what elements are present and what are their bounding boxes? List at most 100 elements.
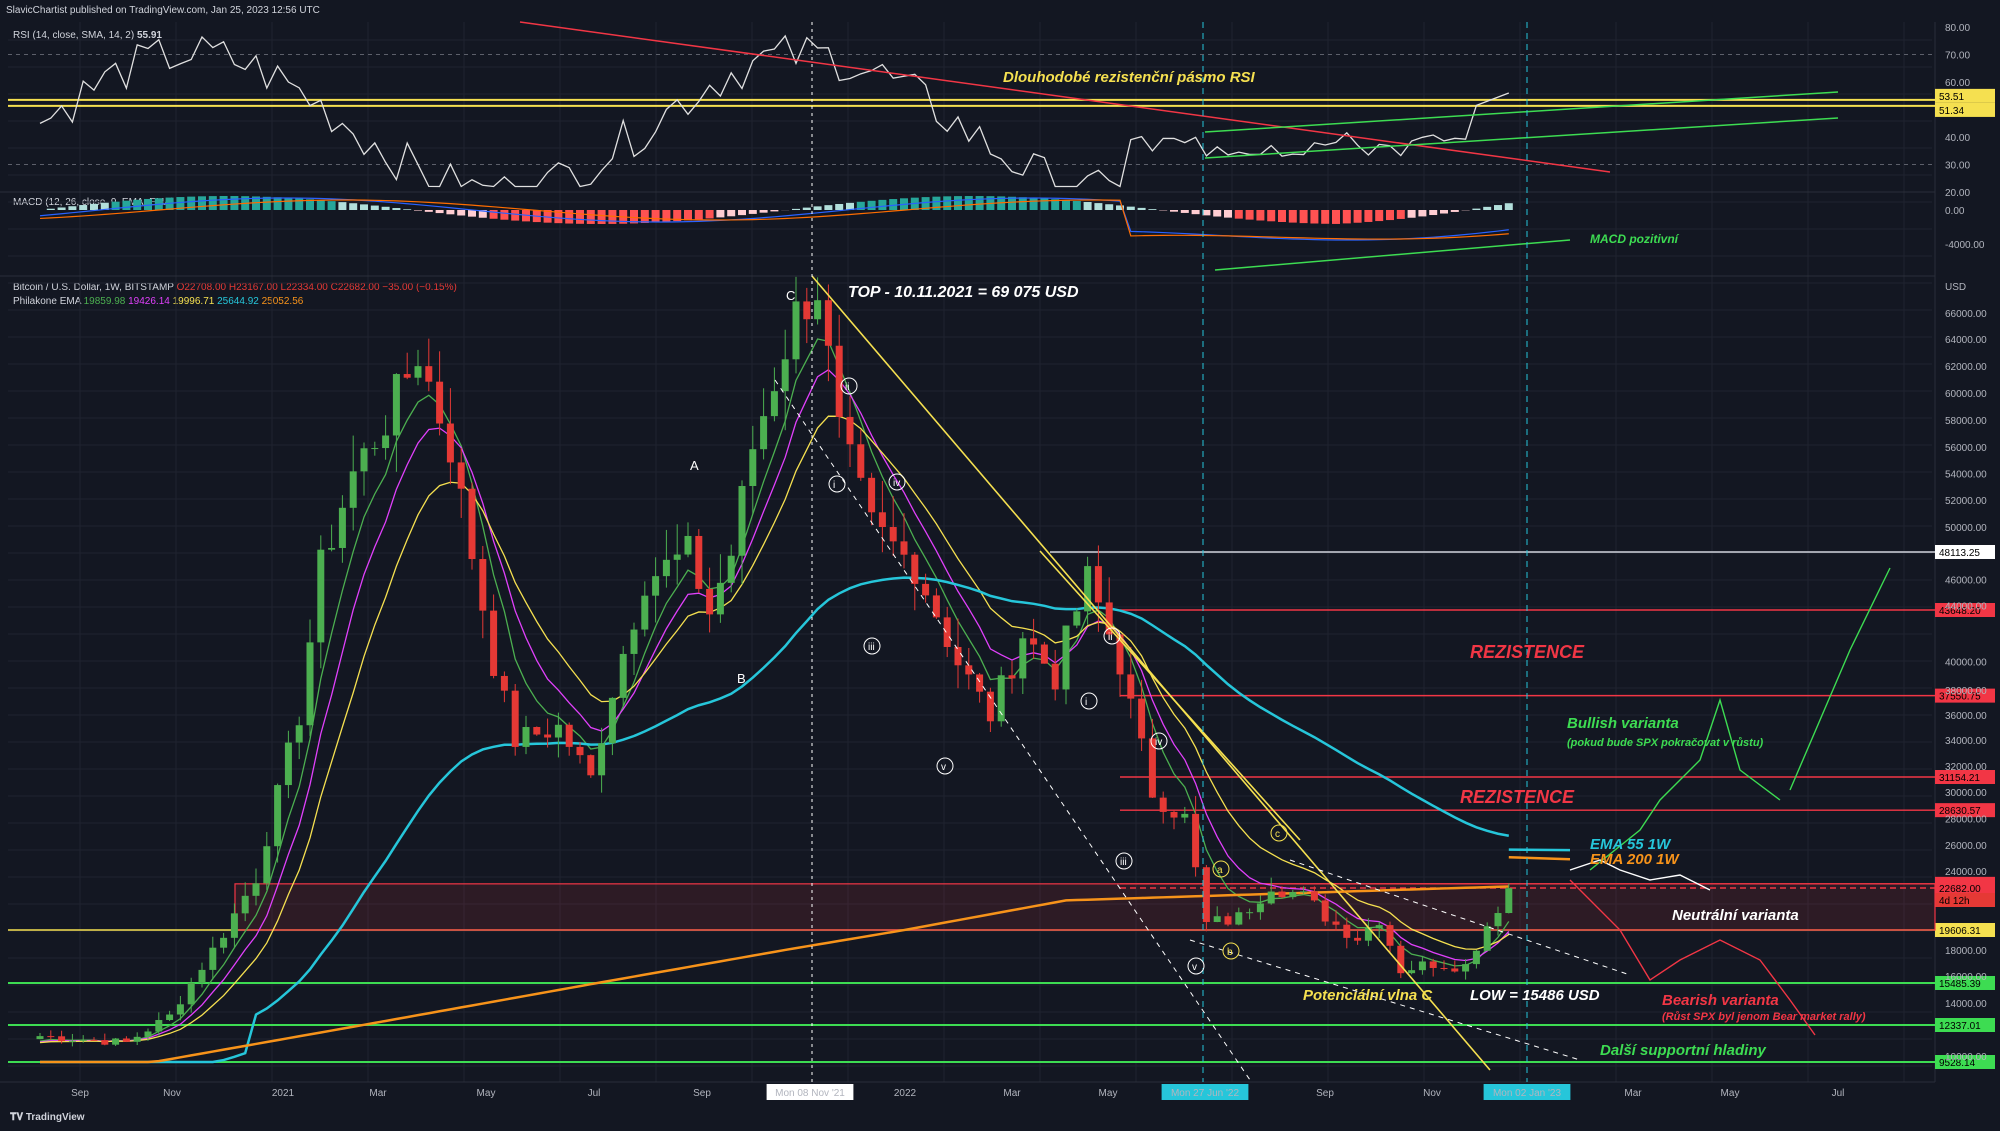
candle-body xyxy=(1030,638,1038,645)
candle-body xyxy=(425,366,433,382)
currency-label: USD xyxy=(1945,282,1967,293)
annotation-bear: Bearish varianta xyxy=(1662,992,1779,1009)
macd-hist-bar xyxy=(846,202,854,210)
macd-hist-bar xyxy=(338,202,347,210)
candle-body xyxy=(1310,891,1318,901)
x-tick: Mon 27 Jun '22 xyxy=(1171,1088,1240,1099)
y-tick: 50000.00 xyxy=(1945,523,1987,534)
candle-body xyxy=(911,554,919,584)
candle-body xyxy=(446,423,454,463)
x-tick: Mar xyxy=(1624,1088,1642,1099)
candle-body xyxy=(878,512,886,528)
wave-label-circle xyxy=(1115,852,1133,870)
y-tick: 36000.00 xyxy=(1945,711,1987,722)
rsi-indicator-label[interactable]: RSI (14, close, SMA, 14, 2) 55.91 xyxy=(13,30,162,41)
price-tag-bg xyxy=(1935,803,1995,818)
macd-hist-bar xyxy=(1245,210,1254,220)
macd-hist-bar xyxy=(457,210,466,216)
neutral-path xyxy=(1569,859,1711,891)
candle-body xyxy=(328,547,336,550)
candle-body xyxy=(1418,961,1426,971)
candle-body xyxy=(846,416,854,445)
macd-hist-bar xyxy=(716,210,725,218)
macd-hist-bar xyxy=(878,199,887,210)
macd-hist-bar xyxy=(684,210,692,221)
candle-body xyxy=(1084,566,1092,612)
macd-hist-bar xyxy=(1450,210,1459,212)
x-tick-highlight xyxy=(766,1084,854,1100)
y-tick: 64000.00 xyxy=(1945,335,1987,346)
annotation-bull-sub: (pokud bude SPX pokračovat v růstu) xyxy=(1567,737,1764,749)
candle-body xyxy=(652,576,660,596)
macd-hist-bar xyxy=(79,205,88,210)
y-tick: 60000.00 xyxy=(1945,389,1987,400)
macd-hist-bar xyxy=(1288,210,1297,223)
candle-body xyxy=(889,527,897,542)
macd-hist-bar xyxy=(867,200,876,210)
candle-body xyxy=(803,301,811,320)
annotation-low: LOW = 15486 USD xyxy=(1470,987,1600,1004)
candle-body xyxy=(857,444,865,478)
rsi-label: RSI (14, close, SMA, 14, 2) xyxy=(13,30,135,41)
annotation-macd: MACD pozitivní xyxy=(1590,232,1680,246)
macd-hist-bar xyxy=(1386,210,1394,221)
ema-200-line xyxy=(1508,856,1571,861)
ema-value-3: 19996.71 xyxy=(172,296,215,307)
macd-hist-bar xyxy=(662,210,671,222)
ema-55-line xyxy=(40,576,1510,1064)
wave-label-circle xyxy=(936,757,954,775)
candle-body xyxy=(220,937,228,948)
candle-body xyxy=(101,1040,109,1045)
macd-hist-bar xyxy=(1008,196,1016,210)
wave-label-circle xyxy=(863,637,881,655)
price-tag-bg xyxy=(1935,1054,1995,1069)
candle-body xyxy=(112,1038,120,1045)
macd-hist-bar xyxy=(46,208,55,210)
candle-body xyxy=(533,727,541,735)
macd-hist-bar xyxy=(1278,210,1286,223)
ema-label[interactable]: Philakone EMA 19859.98 19426.14 19996.71… xyxy=(13,296,303,307)
candle-body xyxy=(284,742,292,786)
ema-value-4: 25644.92 xyxy=(217,296,259,307)
candle-body xyxy=(1321,900,1329,922)
macd-hist-bar xyxy=(1407,210,1416,218)
x-tick: Jul xyxy=(1832,1088,1845,1099)
symbol-label[interactable]: Bitcoin / U.S. Dollar, 1W, BITSTAMP O227… xyxy=(13,282,457,293)
macd-hist-bar xyxy=(576,210,584,224)
macd-hist-bar xyxy=(975,196,984,210)
macd-line xyxy=(39,197,1509,241)
macd-hist-bar xyxy=(295,198,304,210)
macd-hist-bar xyxy=(1472,208,1481,210)
macd-hist-bar xyxy=(651,210,660,223)
macd-hist-bar xyxy=(1062,200,1070,210)
resistance-zone-box xyxy=(234,883,1936,931)
macd-hist-bar xyxy=(964,196,973,210)
wave-label: a xyxy=(1217,865,1223,876)
macd-hist-bar xyxy=(176,197,185,210)
axes: 80.00 70.00 60.00 40.00 30.00 20.00 0.00 -4000.… xyxy=(71,23,1987,1100)
candle-body xyxy=(360,448,368,472)
annotation-top: TOP - 10.11.2021 = 69 075 USD xyxy=(848,284,1079,301)
candle-body xyxy=(457,462,465,489)
macd-hist-bar xyxy=(349,203,358,210)
tradingview-logo[interactable]: 𝐓𝐕 TradingView xyxy=(10,1112,85,1123)
rsi-tag-bg xyxy=(1935,102,1995,117)
macd-tick: -4000.00 xyxy=(1945,240,1985,251)
candle-body xyxy=(1159,797,1167,812)
macd-hist-bar xyxy=(802,207,811,210)
x-tick: Mon 08 Nov '21 xyxy=(775,1088,845,1099)
price-tag: 9528.14 xyxy=(1939,1058,1976,1069)
wave-label-circle xyxy=(840,377,858,395)
macd-hist-bar xyxy=(792,208,800,210)
candle-body xyxy=(338,507,346,548)
x-tick-highlight xyxy=(1483,1084,1571,1100)
candle-body xyxy=(1202,867,1210,922)
candle-body xyxy=(392,374,400,436)
y-tick: 16000.00 xyxy=(1945,972,1987,983)
macd-hist-bar xyxy=(489,210,498,219)
macd-hist-bar xyxy=(1083,202,1092,210)
x-tick: 2022 xyxy=(894,1088,917,1099)
macd-hist-bar xyxy=(1267,210,1276,222)
wave-label-circle xyxy=(1222,942,1240,960)
